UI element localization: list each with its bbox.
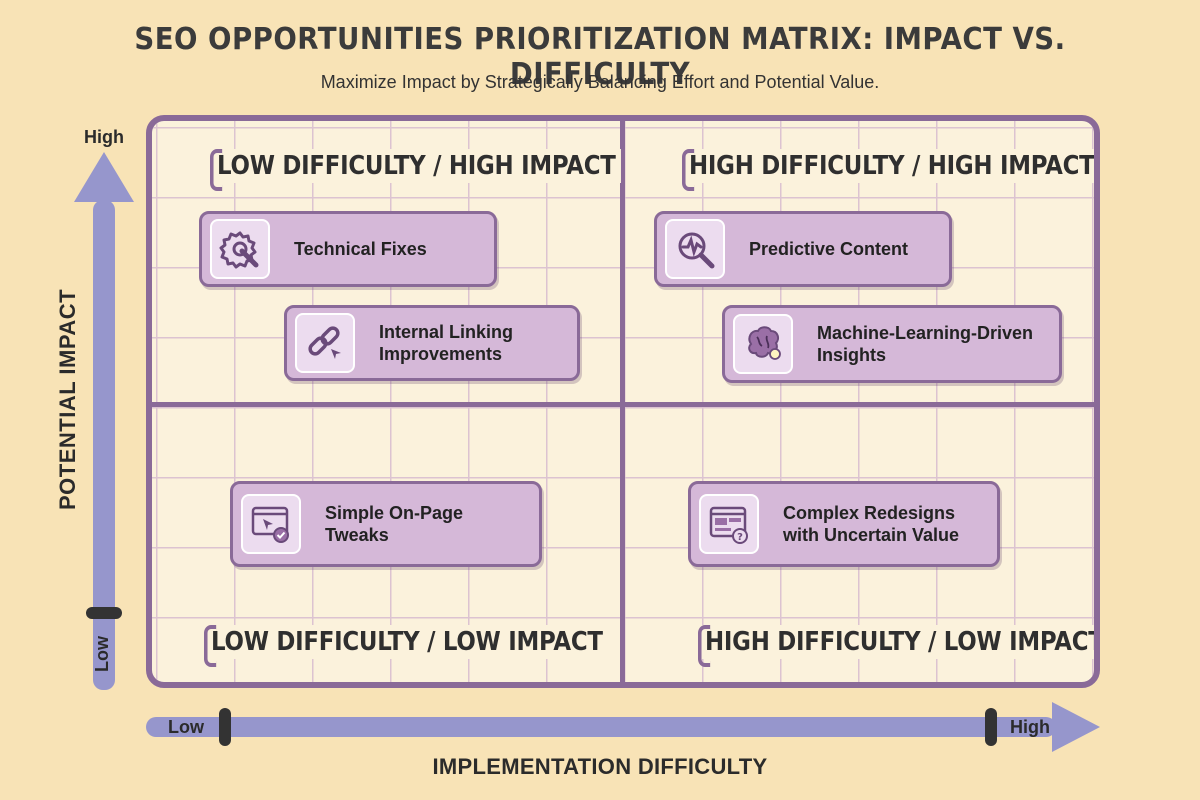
brain-lightbulb-icon — [733, 314, 793, 374]
card-internal-linking[interactable]: Internal Linking Improvements — [284, 305, 580, 381]
svg-text:?: ? — [737, 532, 743, 543]
card-label-line2: with Uncertain Value — [783, 525, 960, 545]
card-label-line1: Internal Linking — [379, 322, 514, 342]
quadrant-label-high-difficulty-low-impact: HIGH DIFFICULTY / LOW IMPACT — [698, 625, 1094, 667]
card-label-line1: Machine-Learning-Driven — [817, 323, 1034, 343]
y-axis-low-label: Low — [92, 636, 112, 672]
card-label-line1: Complex Redesigns — [783, 503, 956, 523]
x-axis-title: IMPLEMENTATION DIFFICULTY — [432, 754, 768, 779]
card-label-line1: Predictive Content — [749, 239, 909, 259]
x-axis-low-label: Low — [168, 717, 204, 737]
x-axis-arrowhead — [1052, 702, 1100, 752]
card-label-line2: Improvements — [379, 344, 503, 364]
x-axis-arrow — [146, 717, 1056, 737]
quadrant-label-low-difficulty-low-impact: LOW DIFFICULTY / LOW IMPACT — [204, 625, 608, 667]
card-label-line2: Insights — [817, 345, 887, 365]
card-predictive-content[interactable]: Predictive Content — [654, 211, 952, 287]
chain-link-icon — [295, 313, 355, 373]
page-title: SEO OPPORTUNITIES PRIORITIZATION MATRIX:… — [134, 22, 1066, 92]
page-subtitle: Maximize Impact by Strategically Balanci… — [320, 72, 880, 92]
matrix-horizontal-divider — [152, 402, 1094, 407]
y-axis-arrowhead — [74, 152, 134, 202]
y-axis-low-marker — [86, 607, 122, 619]
quadrant-label-low-difficulty-high-impact: LOW DIFFICULTY / HIGH IMPACT — [210, 149, 621, 191]
browser-cursor-check-icon — [241, 494, 301, 554]
card-machine-learning-insights[interactable]: Machine-Learning-Driven Insights — [722, 305, 1062, 383]
card-label-line2: Tweaks — [325, 525, 389, 545]
card-technical-fixes[interactable]: Technical Fixes — [199, 211, 497, 287]
card-label-line1: Technical Fixes — [294, 239, 427, 259]
card-simple-on-page-tweaks[interactable]: Simple On-Page Tweaks — [230, 481, 542, 567]
matrix-vertical-divider — [620, 121, 625, 682]
x-axis-high-label: High — [1010, 717, 1050, 737]
y-axis-arrow — [93, 200, 115, 690]
y-axis-title: POTENTIAL IMPACT — [55, 288, 80, 510]
card-complex-redesigns[interactable]: ? Complex Redesigns with Uncertain Value — [688, 481, 1000, 567]
gear-wrench-icon — [210, 219, 270, 279]
layout-question-icon: ? — [699, 494, 759, 554]
x-axis-low-marker — [219, 708, 231, 746]
x-axis-high-marker — [985, 708, 997, 746]
priority-matrix: LOW DIFFICULTY / HIGH IMPACT HIGH DIFFIC… — [146, 115, 1100, 688]
card-label-line1: Simple On-Page — [325, 503, 464, 523]
y-axis-high-label: High — [84, 127, 124, 147]
magnifier-chart-icon — [665, 219, 725, 279]
quadrant-label-high-difficulty-high-impact: HIGH DIFFICULTY / HIGH IMPACT — [682, 149, 1094, 191]
